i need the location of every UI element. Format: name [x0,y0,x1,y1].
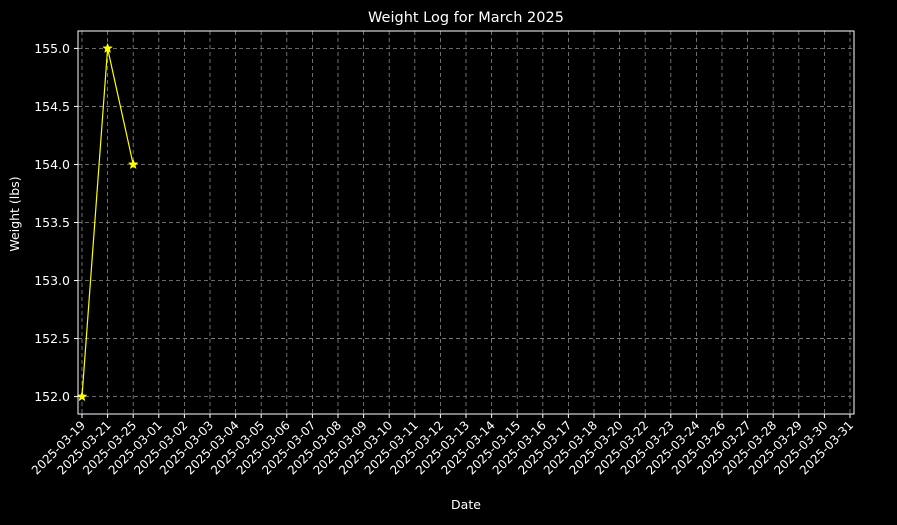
y-tick-label: 152.0 [34,389,70,404]
y-tick-label: 153.0 [34,273,70,288]
y-tick-label: 154.5 [34,99,70,114]
y-tick-label: 155.0 [34,41,70,56]
data-point-star [102,42,114,54]
y-tick-label: 154.0 [34,157,70,172]
y-axis-label: Weight (lbs) [7,176,22,251]
series-layer [76,42,139,402]
data-point-star [127,158,139,170]
y-axis: 152.0 152.5 153.0 153.5 154.0 154.5 155.0 [34,41,78,404]
grid-lines [78,31,854,414]
x-axis-label: Date [451,497,481,512]
y-tick-label: 153.5 [34,215,70,230]
chart-title: Weight Log for March 2025 [368,10,564,26]
y-tick-label: 152.5 [34,331,70,346]
